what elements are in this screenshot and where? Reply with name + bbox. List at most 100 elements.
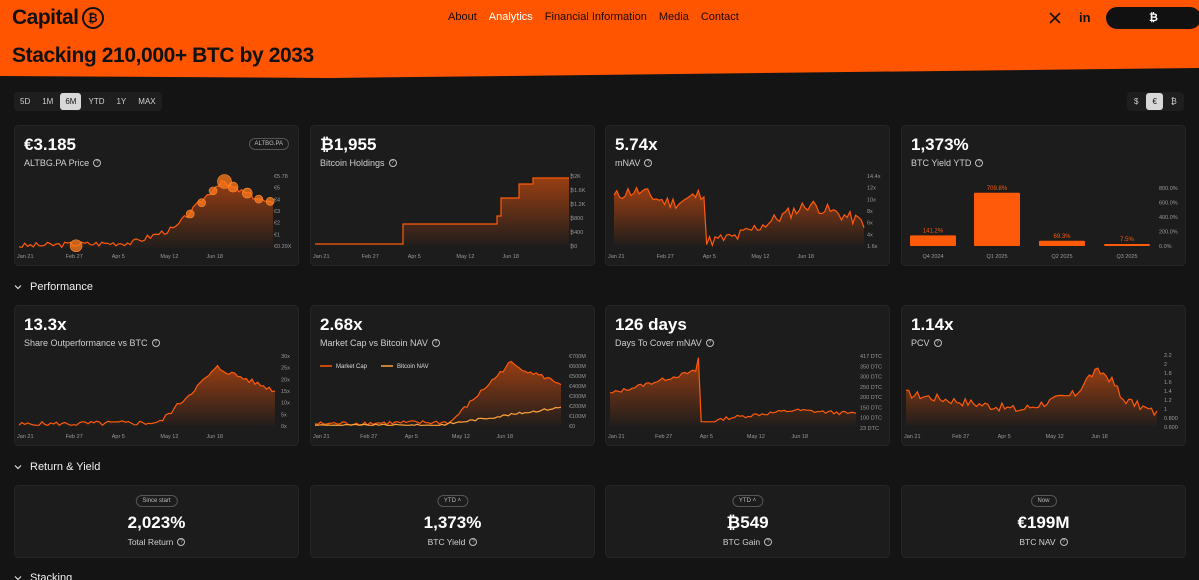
btc-yield-label-row: BTC Yield YTD? xyxy=(911,158,984,168)
y-tick-label: €0 xyxy=(569,424,575,430)
info-icon[interactable]: ? xyxy=(975,159,984,167)
x-tick-label: Apr 5 xyxy=(703,254,716,260)
return-yield-section-header[interactable]: Return & Yield xyxy=(14,461,100,473)
x-tick-label: Apr 5 xyxy=(998,434,1011,440)
y-tick-label: 150 DTC xyxy=(860,405,882,411)
series-line xyxy=(315,177,569,245)
return-yield-title: Return & Yield xyxy=(30,461,101,473)
ticker-dropdown[interactable]: ALTBG.PA xyxy=(248,138,289,150)
linkedin-icon[interactable]: in xyxy=(1079,10,1091,25)
price-bubble[interactable] xyxy=(69,239,83,253)
nav-analytics[interactable]: Analytics xyxy=(488,11,533,23)
x-tick-label: May 12 xyxy=(160,434,178,440)
btc-yield-stat-label-row: BTC Yield? xyxy=(311,537,594,547)
logo[interactable]: Capital ₿ xyxy=(12,6,104,30)
y-tick-label: 4x xyxy=(867,232,873,238)
x-tick-label: Jun 18 xyxy=(497,434,514,440)
outperformance-card[interactable]: 30x 25x 20x 15x 10x 5x 0x Jan 21 Feb 27 Apr 5 May … xyxy=(14,305,299,446)
y-tick-label: 10x xyxy=(867,197,876,203)
bar-value-label: 69.3% xyxy=(1053,234,1071,240)
mnav-value: 5.74x xyxy=(615,135,658,154)
x-tick-label: May 12 xyxy=(456,254,474,260)
nav-financial-information[interactable]: Financial Information xyxy=(544,11,647,23)
performance-section-header[interactable]: Performance xyxy=(14,281,93,293)
info-icon[interactable]: ? xyxy=(431,339,440,347)
yield-bar[interactable] xyxy=(1104,244,1150,246)
price-bubble[interactable] xyxy=(208,186,218,196)
cta-button[interactable]: ₿ xyxy=(1106,7,1199,29)
range-ytd[interactable]: YTD xyxy=(88,97,105,106)
days-to-cover-card[interactable]: 417 DTC 350 DTC 300 DTC 250 DTC 200 DTC 150 D… xyxy=(605,305,890,446)
info-icon[interactable]: ? xyxy=(93,159,102,167)
chevron-down-icon xyxy=(14,285,22,290)
info-icon[interactable]: ? xyxy=(177,538,186,546)
info-icon[interactable]: ? xyxy=(1059,538,1068,546)
y-tick-label: €3 xyxy=(274,209,280,215)
y-tick-label: €600M xyxy=(569,364,586,370)
range-5d[interactable]: 5D xyxy=(20,97,31,106)
price-bubble[interactable] xyxy=(242,187,253,199)
price-bubble[interactable] xyxy=(217,174,232,189)
x-tick-label: Apr 5 xyxy=(700,434,713,440)
y-tick-label: 20x xyxy=(281,377,290,383)
range-6m[interactable]: 6M xyxy=(60,93,82,110)
info-icon[interactable]: ? xyxy=(151,339,160,347)
holdings-value: ₿1,955 xyxy=(320,135,377,154)
y-tick-label: ₿0 xyxy=(570,243,577,250)
info-icon[interactable]: ? xyxy=(933,339,942,347)
days-to-cover-value: 126 days xyxy=(615,315,687,334)
price-bubble[interactable] xyxy=(265,196,275,206)
currency-eur[interactable]: € xyxy=(1146,93,1163,110)
info-icon[interactable]: ? xyxy=(764,538,773,546)
x-tick-label: Jan 21 xyxy=(17,254,34,260)
yield-bar[interactable] xyxy=(974,192,1020,246)
x-tick-label: Jan 21 xyxy=(608,434,625,440)
range-max[interactable]: MAX xyxy=(138,97,156,106)
since-start-pill[interactable]: Since start xyxy=(135,495,178,507)
now-pill[interactable]: Now xyxy=(1030,495,1057,507)
yield-bar[interactable] xyxy=(1039,240,1085,246)
info-icon[interactable]: ? xyxy=(705,339,714,347)
mcap-vs-nav-card[interactable]: Market Cap Bitcoin NAV €700M €600M €500M €400… xyxy=(310,305,595,446)
range-1y[interactable]: 1Y xyxy=(116,97,127,106)
bar-category-label: Q3 2025 xyxy=(1116,254,1137,260)
y-tick-label: 14.4x xyxy=(867,174,881,180)
price-label-row: ALTBG.PA Price? xyxy=(24,158,102,168)
y-tick-label: €5 xyxy=(274,186,280,192)
series-line xyxy=(18,364,276,427)
info-icon[interactable]: ? xyxy=(388,159,397,167)
holdings-card[interactable]: ₿2K ₿1.6K ₿1.2K ₿800 ₿400 ₿0 Jan 21 Feb 27 Apr 5… xyxy=(310,125,595,266)
price-card[interactable]: €5.78 €5 €4 €3 €2 €1 €0.29X Jan 21 Feb 27 Apr 5 Ma… xyxy=(14,125,299,266)
btc-yield-label: BTC Yield YTD xyxy=(911,158,972,168)
y-tick-label: 1.4 xyxy=(1164,389,1172,395)
nav-media[interactable]: Media xyxy=(658,11,689,23)
y-tick-label: 1.8 xyxy=(1164,371,1172,377)
main-nav: About Analytics Financial Information Me… xyxy=(448,11,751,23)
bar-category-label: Q4 2024 xyxy=(922,254,943,260)
yield-bar[interactable] xyxy=(910,235,956,246)
mnav-card[interactable]: 14.4x 12x 10x 8x 6x 4x 1.6x Jan 21 Feb 27 Apr 5 Ma… xyxy=(605,125,890,266)
currency-btc[interactable]: ₿ xyxy=(1170,97,1177,106)
y-tick-label: 0.800 xyxy=(1164,416,1178,422)
nav-contact[interactable]: Contact xyxy=(700,11,739,23)
price-bubble[interactable] xyxy=(185,209,195,219)
x-logo-icon[interactable] xyxy=(1049,11,1061,24)
range-1m[interactable]: 1M xyxy=(42,97,54,106)
pcv-card[interactable]: 2.2 2 1.8 1.6 1.4 1.2 1 0.800 0.600 Jan 21 Feb 27 A… xyxy=(901,305,1186,446)
ytd-pill[interactable]: YTD ˄ xyxy=(436,495,469,507)
price-bubble[interactable] xyxy=(254,194,264,204)
days-to-cover-label: Days To Cover mNAV xyxy=(615,338,702,348)
price-bubble[interactable] xyxy=(197,198,206,207)
nav-about[interactable]: About xyxy=(448,11,477,23)
y-tick-label: 2 xyxy=(1164,362,1167,368)
info-icon[interactable]: ? xyxy=(644,159,653,167)
x-tick-label: Jun 18 xyxy=(502,254,519,260)
btc-yield-card[interactable]: 141.2% Q4 2024 709.8% Q1 2025 69.3% Q2 2025 7.… xyxy=(901,125,1186,266)
stacking-section-header[interactable]: Stacking xyxy=(14,572,72,580)
ytd-pill[interactable]: YTD ˄ xyxy=(731,495,764,507)
currency-usd[interactable]: $ xyxy=(1134,97,1139,106)
y-tick-label: 350 DTC xyxy=(860,364,882,370)
x-tick-label: Jun 18 xyxy=(206,254,223,260)
y-tick-label: ₿2K xyxy=(570,173,581,180)
info-icon[interactable]: ? xyxy=(469,538,478,546)
